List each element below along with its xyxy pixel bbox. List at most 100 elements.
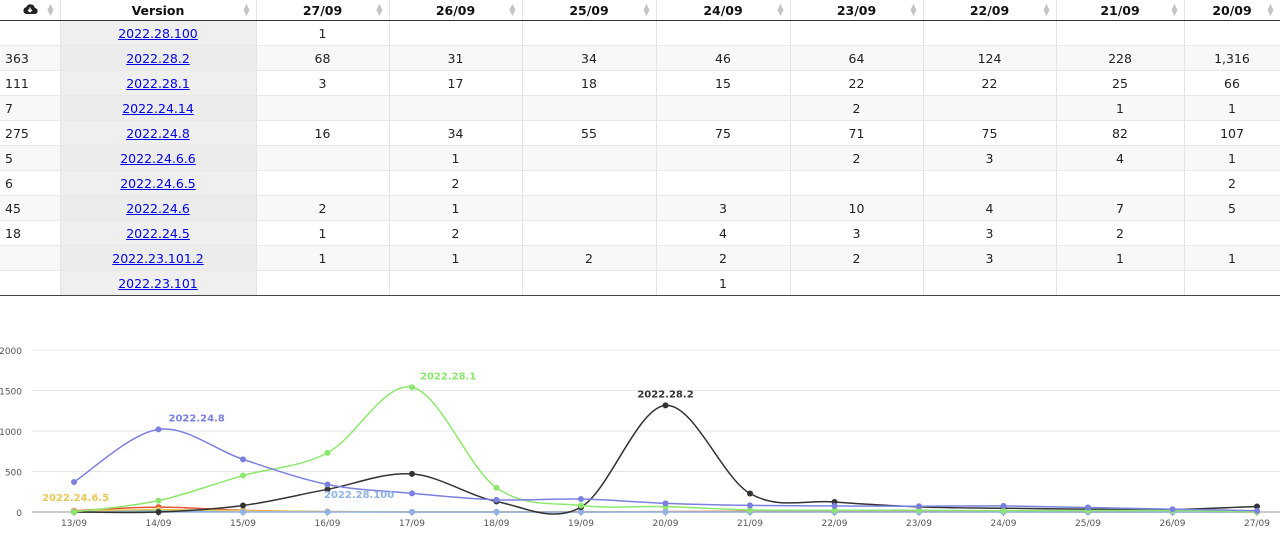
count-cell: 5 [1184, 195, 1280, 221]
date-column-header[interactable]: 23/09 ▲ ▼ [790, 0, 924, 21]
count-cell: 1 [656, 270, 791, 296]
version-link[interactable]: 2022.24.8 [126, 125, 190, 141]
x-tick-label: 21/09 [737, 519, 763, 529]
downloads-cell: 363 [0, 45, 61, 71]
date-column-header[interactable]: 27/09 ▲ ▼ [256, 0, 390, 21]
series-line [73, 428, 1258, 512]
count-cell: 1 [1056, 95, 1185, 121]
data-point [240, 472, 246, 479]
x-tick-label: 14/09 [146, 519, 172, 529]
version-link[interactable]: 2022.24.6 [126, 200, 190, 216]
sort-icon[interactable]: ▲ ▼ [1043, 2, 1050, 17]
sort-icon[interactable]: ▲ ▼ [1171, 2, 1178, 17]
series-label: 2022.28.2 [637, 389, 693, 400]
count-cell [790, 170, 924, 196]
data-point [747, 506, 753, 513]
date-column-header[interactable]: 24/09 ▲ ▼ [656, 0, 791, 21]
series-line [73, 404, 1258, 515]
x-tick-label: 18/09 [484, 519, 510, 529]
x-tick-label: 26/09 [1160, 519, 1186, 529]
data-point [493, 496, 500, 503]
count-cell: 7 [1056, 195, 1185, 221]
sort-icon[interactable]: ▲ ▼ [643, 2, 650, 17]
sort-icon[interactable]: ▲ ▼ [777, 2, 784, 17]
data-point [240, 456, 246, 463]
y-tick-label: 1500 [0, 388, 22, 398]
downloads-cell: 7 [0, 95, 61, 121]
count-cell: 4 [656, 220, 791, 246]
x-tick-label: 25/09 [1075, 519, 1101, 529]
count-cell: 82 [1056, 120, 1185, 146]
count-cell: 2 [1184, 170, 1280, 196]
count-cell: 1 [256, 20, 390, 46]
count-cell [522, 20, 657, 46]
date-column-header[interactable]: 26/09 ▲ ▼ [389, 0, 523, 21]
version-link[interactable]: 2022.28.1 [126, 75, 190, 91]
downloads-cell: 6 [0, 170, 61, 196]
date-column-header[interactable]: 21/09 ▲ ▼ [1056, 0, 1185, 21]
x-tick-label: 27/09 [1244, 519, 1270, 529]
count-cell [256, 170, 390, 196]
data-point [155, 426, 162, 433]
version-link[interactable]: 2022.24.6.5 [120, 175, 196, 191]
sort-icon[interactable]: ▲ ▼ [1267, 2, 1274, 17]
data-point [409, 509, 415, 515]
count-cell [923, 95, 1057, 121]
x-tick-label: 19/09 [568, 519, 594, 529]
date-column-header[interactable]: 25/09 ▲ ▼ [522, 0, 657, 21]
table-header-row: ▲ ▼ Version ▲ ▼ 27/09 ▲ ▼ 26/09 ▲ ▼ 25/09 ▲ ▼ 24/09… [0, 0, 1280, 21]
count-cell: 55 [522, 120, 657, 146]
version-cell: 2022.24.14 [60, 95, 257, 121]
version-link[interactable]: 2022.28.100 [118, 25, 198, 41]
sort-icon[interactable]: ▲ ▼ [509, 2, 516, 17]
data-point [493, 484, 500, 491]
count-cell: 46 [656, 45, 791, 71]
y-tick-label: 0 [16, 509, 22, 519]
cloud-download-icon [22, 3, 38, 18]
version-link[interactable]: 2022.23.101 [118, 275, 198, 291]
count-cell [522, 195, 657, 221]
version-link[interactable]: 2022.24.5 [126, 225, 190, 241]
count-cell: 34 [389, 120, 523, 146]
count-cell: 2 [656, 245, 791, 271]
data-point [324, 449, 331, 456]
count-cell: 1 [1184, 245, 1280, 271]
y-tick-label: 500 [5, 469, 22, 479]
data-point [155, 497, 162, 504]
downloads-cell: 45 [0, 195, 61, 221]
date-column-header[interactable]: 22/09 ▲ ▼ [923, 0, 1057, 21]
version-link[interactable]: 2022.28.2 [126, 50, 190, 66]
downloads-column-header[interactable]: ▲ ▼ [0, 0, 61, 21]
version-column-header[interactable]: Version ▲ ▼ [60, 0, 257, 21]
count-cell [923, 270, 1057, 296]
count-cell: 3 [923, 220, 1057, 246]
version-downloads-chart: 0 500 1000 1500 2000 13/09 14/09 15/09 16/09 17/0… [0, 347, 1280, 529]
count-cell: 2 [389, 170, 523, 196]
data-point [1000, 502, 1007, 509]
table-row: 45 2022.24.6 2 1 3 10 4 7 5 [0, 195, 1280, 221]
version-link[interactable]: 2022.24.6.6 [120, 150, 196, 166]
series-label: 2022.24.8 [169, 413, 225, 424]
count-cell [256, 270, 390, 296]
y-tick-label: 1000 [0, 428, 22, 438]
sort-icon[interactable]: ▲ ▼ [47, 2, 54, 17]
count-cell: 1 [1184, 145, 1280, 171]
count-cell [1056, 20, 1185, 46]
table-row: 111 2022.28.1 3 17 18 15 22 22 25 66 [0, 70, 1280, 96]
count-cell: 15 [656, 70, 791, 96]
count-cell [656, 170, 791, 196]
data-point [409, 384, 415, 391]
version-link[interactable]: 2022.23.101.2 [112, 250, 204, 266]
sort-icon[interactable]: ▲ ▼ [243, 2, 250, 17]
data-point [578, 509, 584, 515]
sort-icon[interactable]: ▲ ▼ [910, 2, 917, 17]
count-cell [522, 220, 657, 246]
version-link[interactable]: 2022.24.14 [122, 100, 194, 116]
sort-icon[interactable]: ▲ ▼ [376, 2, 383, 17]
version-cell: 2022.24.8 [60, 120, 257, 146]
version-cell: 2022.28.1 [60, 70, 257, 96]
count-cell: 75 [923, 120, 1057, 146]
count-cell [1056, 270, 1185, 296]
date-column-header[interactable]: 20/09 ▲ ▼ [1184, 0, 1280, 21]
data-point [409, 470, 415, 477]
